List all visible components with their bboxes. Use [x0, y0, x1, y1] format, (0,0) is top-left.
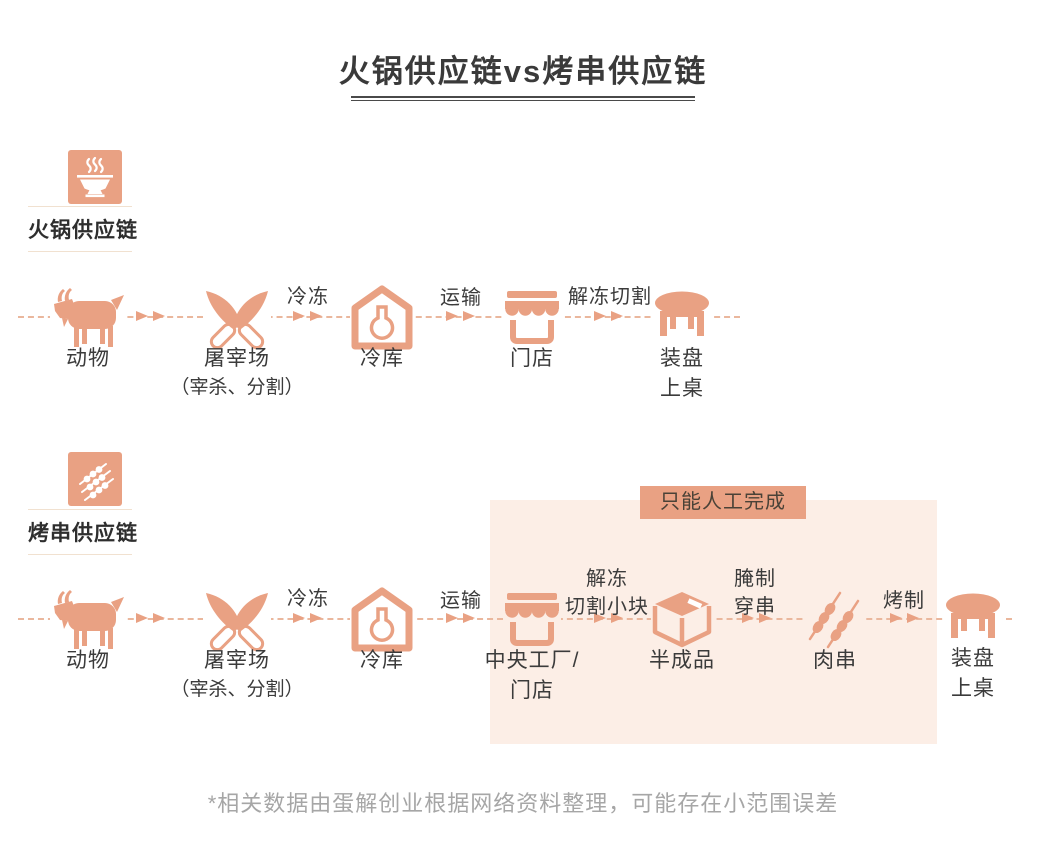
cold-storage-icon: [350, 587, 414, 653]
edge-label: 穿串: [734, 596, 776, 618]
footnote: *相关数据由蛋解创业根据网络资料整理，可能存在小范围误差: [207, 791, 839, 816]
hotpot-section-label: 火锅供应链: [28, 206, 137, 252]
arrow-icon: [611, 311, 623, 321]
node-label: 冷库: [360, 649, 404, 672]
arrow-icon: [153, 311, 165, 321]
node-label: 门店: [510, 347, 554, 370]
node-label: 门店: [510, 679, 554, 702]
edge-label: 冷冻: [287, 286, 329, 308]
arrow-icon: [463, 311, 475, 321]
arrow-icon: [446, 613, 458, 623]
crossed-knives-icon: [203, 586, 271, 654]
edge-label: 解冻切割: [568, 286, 652, 308]
skewer-badge-icon: [68, 452, 122, 506]
page-title: 火锅供应链vs烤串供应链: [338, 54, 708, 89]
arrow-icon: [742, 613, 754, 623]
node-label: 上桌: [660, 377, 704, 400]
node-label: 上桌: [951, 677, 995, 700]
node-label: 动物: [66, 649, 110, 672]
arrow-icon: [310, 613, 322, 623]
arrow-icon: [293, 613, 305, 623]
hotpot-icon: [68, 150, 122, 204]
node-sublabel: （宰杀、分割）: [170, 377, 304, 398]
arrow-icon: [153, 613, 165, 623]
arrow-icon: [446, 311, 458, 321]
manual-only-tag: 只能人工完成: [640, 486, 806, 519]
edge-label: 解冻: [586, 568, 628, 590]
node-label: 肉串: [813, 649, 857, 672]
arrow-icon: [136, 613, 148, 623]
goat-icon: [50, 288, 126, 348]
node-label: 装盘: [951, 647, 995, 670]
node-label: 中央工厂/: [484, 649, 580, 672]
arrow-icon: [293, 311, 305, 321]
arrow-icon: [594, 311, 606, 321]
table-icon: [653, 291, 711, 344]
node-label: 屠宰场: [204, 649, 270, 672]
goat-icon: [50, 590, 126, 650]
arrow-icon: [759, 613, 771, 623]
arrow-icon: [463, 613, 475, 623]
storefront-icon: [503, 289, 561, 346]
cold-storage-icon: [350, 285, 414, 351]
arrow-icon: [594, 613, 606, 623]
node-label: 动物: [66, 347, 110, 370]
crossed-knives-icon: [203, 284, 271, 352]
edge-label: 运输: [440, 590, 482, 612]
table-icon: [944, 593, 1002, 646]
arrow-icon: [310, 311, 322, 321]
bbq-section-label: 烤串供应链: [28, 509, 137, 555]
box-icon: [651, 590, 713, 648]
node-label: 装盘: [660, 347, 704, 370]
edge-label: 运输: [440, 287, 482, 309]
node-sublabel: （宰杀、分割）: [170, 679, 304, 700]
arrow-icon: [136, 311, 148, 321]
edge-label: 烤制: [883, 590, 925, 612]
meat-skewers-icon: [806, 589, 864, 651]
arrow-icon: [611, 613, 623, 623]
edge-label: 腌制: [734, 568, 776, 590]
node-label: 屠宰场: [204, 347, 270, 370]
storefront-icon: [503, 591, 561, 648]
title-underline: [351, 96, 695, 101]
arrow-icon: [907, 613, 919, 623]
edge-label: 切割小块: [565, 596, 649, 618]
node-label: 冷库: [360, 347, 404, 370]
edge-label: 冷冻: [287, 588, 329, 610]
arrow-icon: [890, 613, 902, 623]
node-label: 半成品: [649, 649, 715, 672]
